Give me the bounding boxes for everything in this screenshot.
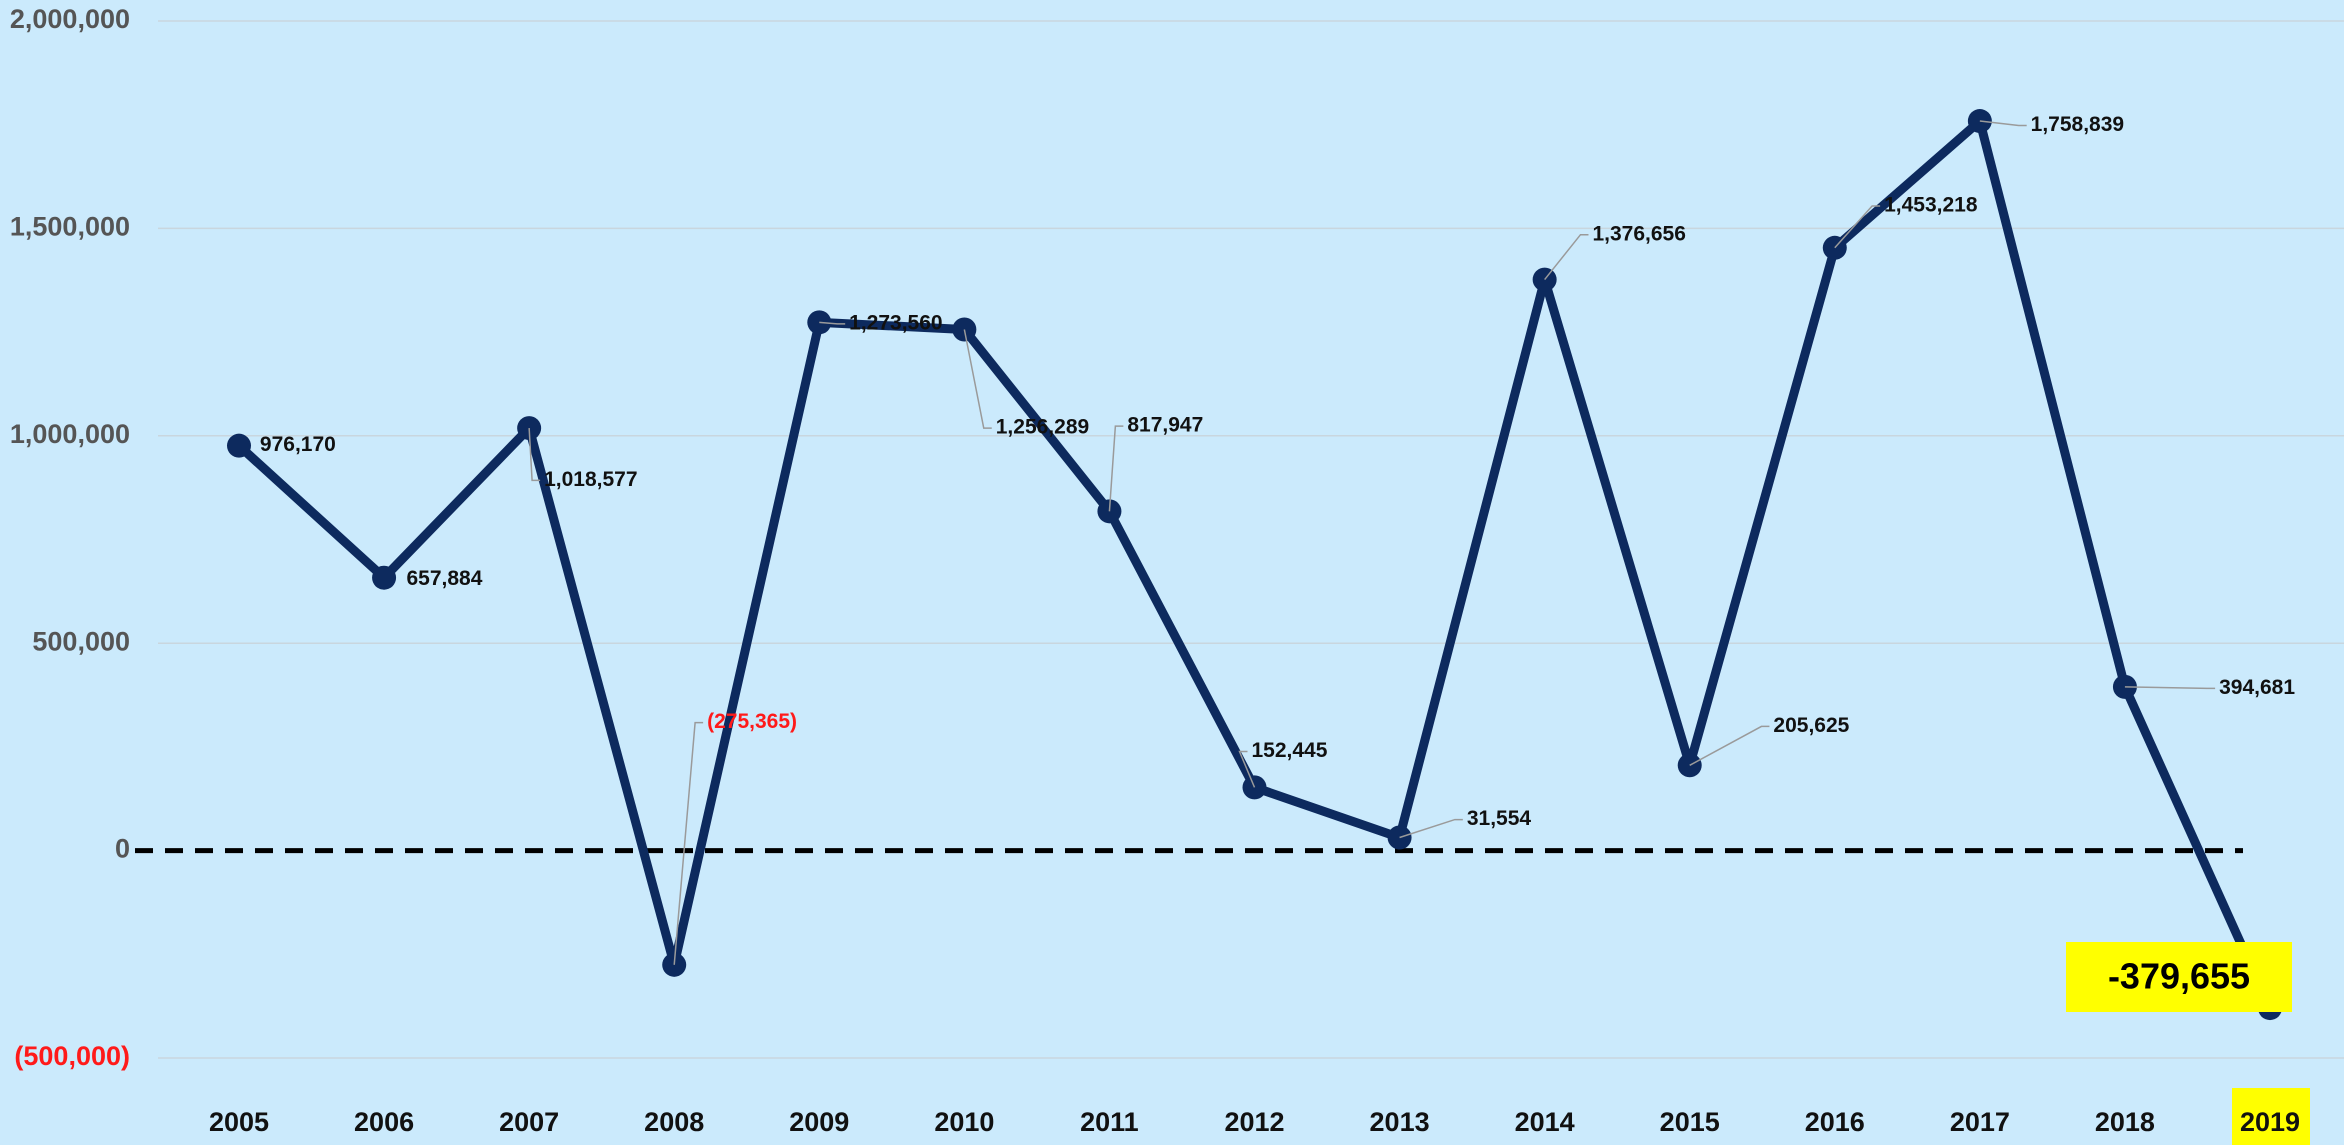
x-tick-label: 2010 [934, 1107, 994, 1137]
x-tick-label: 2018 [2095, 1107, 2155, 1137]
y-tick-label: (500,000) [14, 1041, 130, 1071]
data-label: 1,273,560 [849, 311, 942, 334]
data-label: 394,681 [2219, 676, 2295, 699]
x-tick-label: 2007 [499, 1107, 559, 1137]
highlight-box [2066, 942, 2292, 1012]
data-label: 817,947 [1127, 414, 1203, 437]
x-tick-label: 2006 [354, 1107, 414, 1137]
x-tick-label: 2016 [1805, 1107, 1865, 1137]
data-label: 657,884 [406, 567, 482, 590]
y-tick-label: 1,000,000 [10, 419, 130, 449]
leader-line [1834, 205, 1881, 249]
leader-line [2124, 686, 2216, 690]
x-tick-label: 2011 [1080, 1107, 1139, 1137]
leader-line [1108, 425, 1124, 512]
highlight-box [2232, 1088, 2310, 1145]
data-label: 976,170 [260, 433, 336, 456]
x-tick-label: 2014 [1515, 1107, 1575, 1137]
marker [227, 433, 251, 458]
marker [372, 565, 397, 590]
data-label: 31,554 [1467, 807, 1532, 830]
leader-line [673, 721, 704, 965]
data-label: 1,758,839 [2031, 113, 2124, 136]
leader-line [1979, 120, 2027, 127]
data-label: 1,453,218 [1884, 193, 1978, 216]
y-tick-label: 2,000,000 [10, 4, 130, 34]
y-tick-label: 0 [115, 834, 130, 864]
x-tick-label: 2008 [644, 1107, 704, 1137]
data-label: 205,625 [1773, 714, 1849, 737]
x-tick-label: 2013 [1370, 1107, 1430, 1137]
data-label: 1,256,289 [996, 416, 1089, 439]
x-tick-label: 2009 [789, 1107, 849, 1137]
x-tick-label: 2005 [209, 1107, 269, 1137]
leader-line [963, 329, 992, 429]
data-label: -379,655 [2108, 956, 2250, 997]
x-tick-label: 2019 [2240, 1107, 2300, 1137]
leader-line [1544, 233, 1589, 281]
data-label: 1,376,656 [1592, 222, 1685, 245]
leader-line [819, 321, 846, 325]
leader-line [1238, 750, 1256, 788]
y-tick-label: 1,500,000 [10, 212, 130, 242]
x-tick-label: 2012 [1224, 1107, 1284, 1137]
leader-line [528, 428, 541, 482]
data-label: (275,365) [707, 710, 797, 733]
x-tick-label: 2017 [1950, 1107, 2010, 1137]
x-tick-label: 2015 [1660, 1107, 1720, 1137]
leader-line [1399, 818, 1463, 839]
y-tick-label: 500,000 [32, 626, 130, 656]
data-label: 1,018,577 [544, 468, 637, 491]
data-label: 152,445 [1252, 739, 1328, 762]
leader-line [1689, 725, 1770, 766]
